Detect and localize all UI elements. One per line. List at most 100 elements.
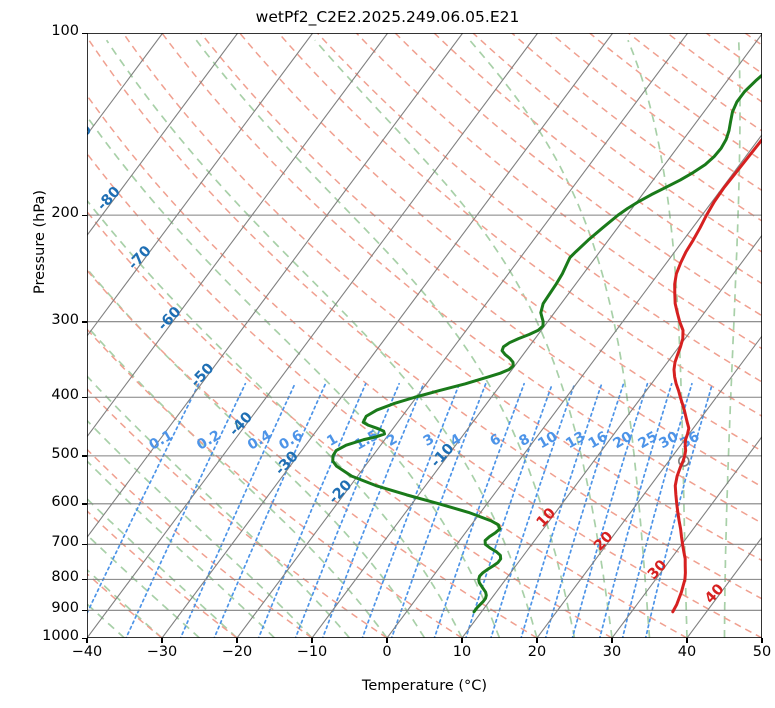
y-tick-mark — [82, 578, 87, 581]
moist-adiabat — [87, 533, 201, 638]
plot-background — [87, 33, 762, 638]
x-tick-label: −10 — [296, 644, 328, 660]
x-tick-label: −20 — [221, 644, 253, 660]
mixing-ratio-line — [390, 382, 487, 638]
mixing-ratio-line — [520, 382, 603, 638]
mixing-ratio-line — [213, 382, 327, 638]
mixing-ratio-line — [464, 382, 554, 638]
x-axis-label: Temperature (°C) — [361, 678, 488, 694]
isotherm-label: -90 — [87, 122, 95, 152]
dry-adiabat — [666, 33, 762, 103]
y-tick-label: 600 — [51, 493, 79, 510]
y-tick-mark — [82, 455, 87, 457]
mixing-ratio-line — [294, 382, 400, 638]
mixing-ratio-line — [621, 382, 693, 638]
isotherm-line — [611, 435, 762, 638]
moist-adiabat — [87, 497, 238, 638]
x-tick-mark — [311, 638, 313, 643]
isotherm-line — [236, 33, 689, 638]
dry-adiabat — [394, 33, 762, 317]
y-tick-label: 900 — [51, 600, 79, 617]
x-tick-mark — [611, 638, 613, 643]
isotherm-line — [161, 33, 614, 638]
mixing-ratio-line — [489, 382, 576, 638]
dry-adiabat — [87, 448, 313, 638]
moist-adiabat — [469, 39, 651, 638]
mixing-ratio-line — [179, 382, 296, 638]
x-tick-mark — [686, 638, 688, 643]
mixing-ratio-line — [87, 382, 200, 616]
moist-adiabat — [105, 39, 538, 638]
x-tick-label: −30 — [146, 644, 178, 660]
temperature-curve — [671, 137, 762, 614]
y-tick-mark — [82, 214, 87, 216]
moist-adiabat — [87, 419, 313, 638]
dry-adiabat — [589, 33, 762, 162]
x-tick-mark — [536, 638, 538, 643]
mixing-ratio-lines — [87, 382, 714, 638]
y-tick-mark — [82, 609, 87, 612]
x-tick-label: 0 — [382, 644, 392, 660]
mixing-ratio-line — [321, 382, 425, 638]
dry-adiabat — [627, 33, 762, 132]
isotherm-line — [536, 335, 762, 638]
mixing-ratio-line — [598, 382, 673, 638]
moist-adiabat — [87, 115, 501, 638]
mixing-ratio-line — [125, 382, 247, 638]
isotherm-line — [87, 33, 389, 438]
dry-adiabat — [511, 33, 762, 222]
moist-adiabat — [314, 39, 613, 638]
dry-adiabat — [87, 152, 688, 638]
dry-adiabat — [316, 33, 762, 383]
moist-adiabat — [87, 568, 163, 638]
dry-adiabat — [87, 269, 538, 638]
moist-adiabat — [87, 199, 463, 638]
dry-adiabat — [87, 328, 463, 638]
mixing-ratio-line — [433, 382, 525, 638]
moist-adiabat — [87, 374, 351, 638]
isotherm-line — [87, 33, 539, 638]
x-tick-mark — [161, 638, 163, 643]
y-tick-label: 500 — [51, 445, 79, 462]
x-tick-label: 50 — [752, 644, 772, 660]
x-tick-label: 20 — [527, 644, 547, 660]
x-tick-mark — [761, 638, 763, 643]
moist-adiabat — [723, 40, 741, 638]
dry-adiabat — [122, 33, 762, 562]
x-tick-mark — [236, 638, 238, 643]
y-tick-mark — [82, 503, 87, 505]
dry-adiabat — [87, 387, 388, 638]
plot-area: -100-90-80-70-60-50-40-30-20-1010203040 … — [87, 33, 762, 638]
mixing-ratio-line — [644, 382, 714, 638]
y-tick-mark — [82, 321, 87, 323]
x-tick-label: 40 — [677, 644, 697, 660]
x-tick-label: −40 — [71, 644, 103, 660]
y-tick-label: 1000 — [42, 628, 79, 644]
moist-adiabat — [87, 325, 388, 638]
y-tick-mark — [82, 543, 87, 546]
dry-adiabat — [433, 33, 762, 285]
isotherm-line — [87, 33, 239, 237]
mixing-ratio-line — [571, 382, 649, 638]
y-tick-label: 800 — [51, 569, 79, 586]
dry-adiabat — [87, 94, 762, 638]
moist-adiabat — [627, 39, 688, 638]
x-tick-label: 10 — [452, 644, 472, 660]
y-tick-label: 700 — [51, 534, 79, 551]
x-tick-mark — [386, 638, 388, 643]
y-tick-label: 300 — [51, 311, 79, 328]
mixing-ratio-line — [361, 382, 461, 638]
moist-adiabat — [195, 39, 576, 638]
isotherm-lines — [87, 33, 762, 638]
isotherm-line — [461, 234, 762, 638]
y-tick-mark — [82, 396, 87, 399]
x-tick-mark — [86, 638, 88, 643]
dry-adiabat — [550, 33, 762, 192]
dry-adiabat — [472, 33, 762, 253]
dry-adiabat — [87, 35, 762, 600]
mixing-ratio-line — [544, 382, 625, 638]
isotherm-line — [311, 33, 762, 638]
page-title: wetPf2_C2E2.2025.249.06.05.E21 — [255, 8, 520, 26]
x-tick-label: 30 — [602, 644, 622, 660]
